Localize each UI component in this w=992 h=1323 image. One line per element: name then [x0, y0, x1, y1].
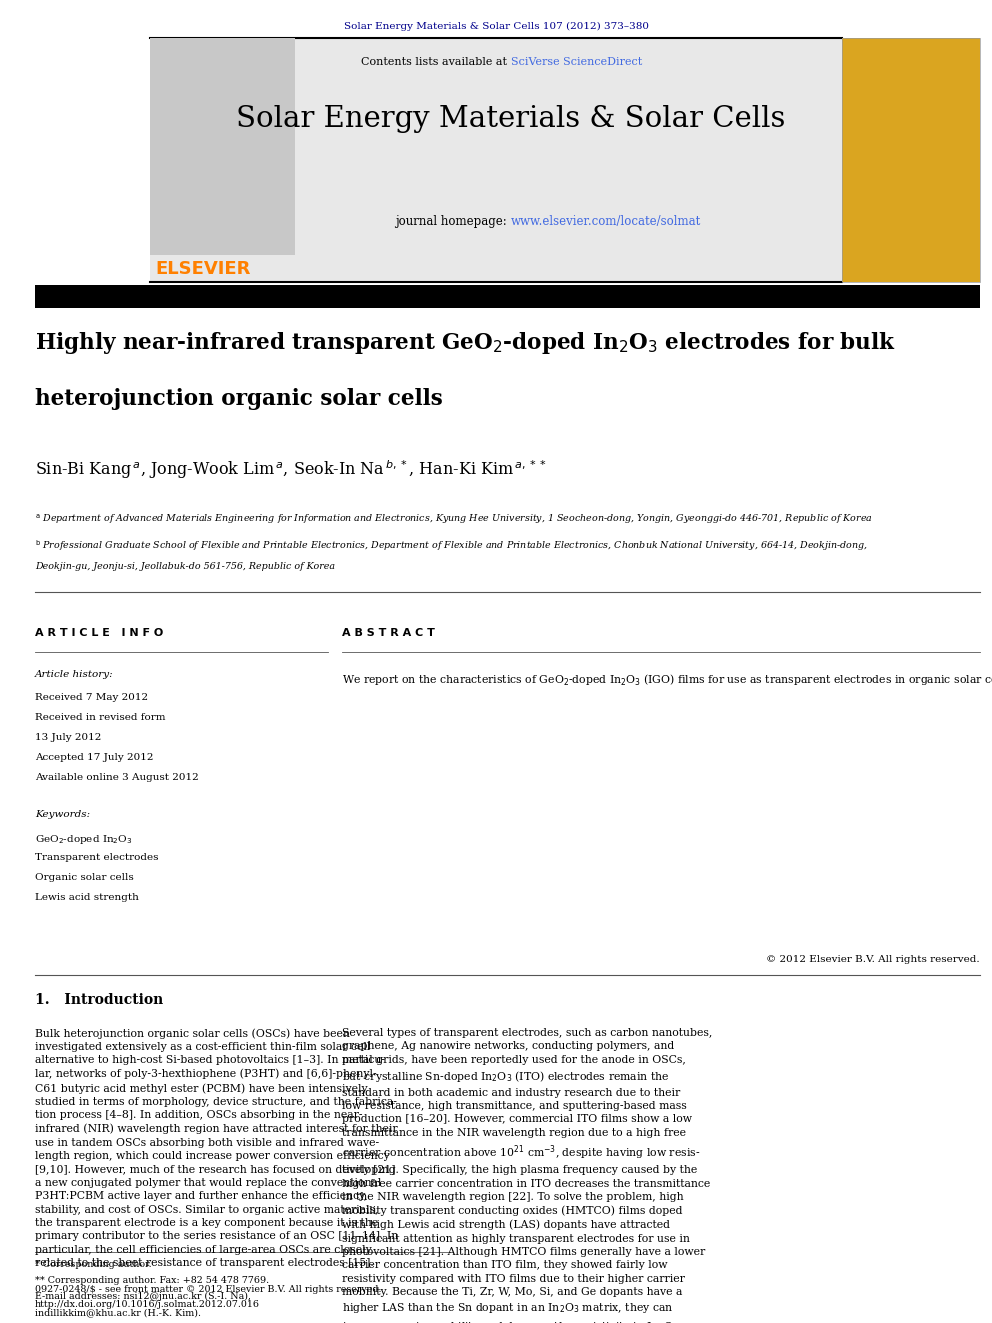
Text: indillikkim@khu.ac.kr (H.-K. Kim).: indillikkim@khu.ac.kr (H.-K. Kim).: [35, 1308, 201, 1316]
Text: A B S T R A C T: A B S T R A C T: [342, 628, 434, 638]
Polygon shape: [35, 284, 980, 308]
Text: $^{\rm a}$ Department of Advanced Materials Engineering for Information and Elec: $^{\rm a}$ Department of Advanced Materi…: [35, 512, 873, 527]
Text: Organic solar cells: Organic solar cells: [35, 873, 134, 882]
Text: Article history:: Article history:: [35, 669, 114, 679]
Text: SciVerse ScienceDirect: SciVerse ScienceDirect: [511, 57, 642, 67]
Text: ** Corresponding author. Fax: +82 54 478 7769.: ** Corresponding author. Fax: +82 54 478…: [35, 1275, 269, 1285]
Text: E-mail addresses: nsi12@jnu.ac.kr (S.-I. Na),: E-mail addresses: nsi12@jnu.ac.kr (S.-I.…: [35, 1293, 251, 1301]
Text: GeO$_2$-doped In$_2$O$_3$: GeO$_2$-doped In$_2$O$_3$: [35, 833, 133, 845]
Text: $^{\rm b}$ Professional Graduate School of Flexible and Printable Electronics, D: $^{\rm b}$ Professional Graduate School …: [35, 538, 868, 553]
Text: Lewis acid strength: Lewis acid strength: [35, 893, 139, 902]
Text: * Corresponding author.: * Corresponding author.: [35, 1259, 152, 1269]
Text: We report on the characteristics of GeO$_2$-doped In$_2$O$_3$ (IGO) films for us: We report on the characteristics of GeO$…: [342, 669, 992, 688]
Text: ELSEVIER: ELSEVIER: [155, 261, 250, 278]
Text: Sin-Bi Kang$^{\,a}$, Jong-Wook Lim$^{\,a}$, Seok-In Na$^{\,b,*}$, Han-Ki Kim$^{\: Sin-Bi Kang$^{\,a}$, Jong-Wook Lim$^{\,a…: [35, 458, 547, 480]
Polygon shape: [150, 38, 295, 255]
Text: 0927-0248/$ - see front matter © 2012 Elsevier B.V. All rights reserved.: 0927-0248/$ - see front matter © 2012 El…: [35, 1285, 382, 1294]
Text: Received 7 May 2012: Received 7 May 2012: [35, 693, 148, 703]
Text: 13 July 2012: 13 July 2012: [35, 733, 101, 742]
Polygon shape: [150, 38, 842, 282]
Text: Several types of transparent electrodes, such as carbon nanotubes,
graphene, Ag : Several types of transparent electrodes,…: [342, 1028, 712, 1323]
Text: Contents lists available at: Contents lists available at: [361, 57, 511, 67]
Text: Bulk heterojunction organic solar cells (OSCs) have been
investigated extensivel: Bulk heterojunction organic solar cells …: [35, 1028, 398, 1267]
Polygon shape: [842, 38, 980, 282]
Text: Solar Energy Materials & Solar Cells 107 (2012) 373–380: Solar Energy Materials & Solar Cells 107…: [343, 22, 649, 32]
Text: Transparent electrodes: Transparent electrodes: [35, 853, 159, 863]
Text: Deokjin-gu, Jeonju-si, Jeollabuk-do 561-756, Republic of Korea: Deokjin-gu, Jeonju-si, Jeollabuk-do 561-…: [35, 562, 335, 572]
Text: www.elsevier.com/locate/solmat: www.elsevier.com/locate/solmat: [511, 216, 701, 228]
Text: heterojunction organic solar cells: heterojunction organic solar cells: [35, 388, 442, 410]
Text: Solar Energy Materials & Solar Cells: Solar Energy Materials & Solar Cells: [236, 105, 786, 134]
Text: © 2012 Elsevier B.V. All rights reserved.: © 2012 Elsevier B.V. All rights reserved…: [767, 955, 980, 964]
Text: Keywords:: Keywords:: [35, 810, 90, 819]
Text: Received in revised form: Received in revised form: [35, 713, 166, 722]
Text: Accepted 17 July 2012: Accepted 17 July 2012: [35, 753, 154, 762]
Text: http://dx.doi.org/10.1016/j.solmat.2012.07.016: http://dx.doi.org/10.1016/j.solmat.2012.…: [35, 1301, 260, 1308]
Text: Available online 3 August 2012: Available online 3 August 2012: [35, 773, 198, 782]
Text: A R T I C L E   I N F O: A R T I C L E I N F O: [35, 628, 164, 638]
Text: journal homepage:: journal homepage:: [396, 216, 511, 228]
Text: 1.   Introduction: 1. Introduction: [35, 994, 164, 1007]
Text: Highly near-infrared transparent GeO$_2$-doped In$_2$O$_3$ electrodes for bulk: Highly near-infrared transparent GeO$_2$…: [35, 329, 896, 356]
